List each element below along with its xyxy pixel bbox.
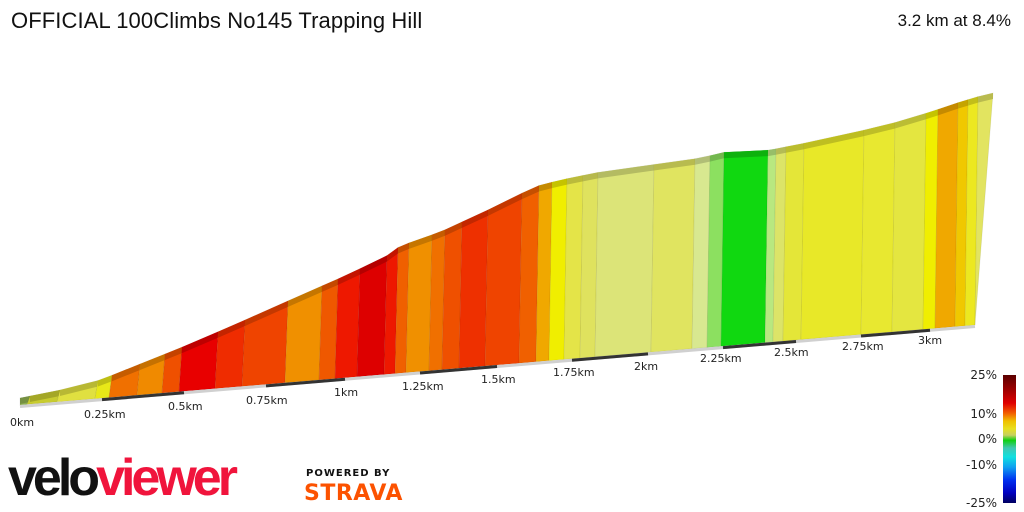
band-top-rim	[654, 158, 695, 171]
distance-tick-label: 0.25km	[84, 408, 126, 421]
gradient-band	[720, 149, 769, 347]
band-top-rim	[432, 229, 445, 241]
band-top-rim	[218, 320, 245, 338]
colorbar-label: 25%	[970, 368, 997, 382]
band-top-rim	[895, 113, 926, 129]
band-top-rim	[695, 155, 710, 165]
band-top-rim	[567, 175, 583, 185]
band-top-rim	[98, 375, 112, 387]
band-top-rim	[398, 242, 409, 254]
distance-tick-label: 0.75km	[246, 394, 288, 407]
gradient-band	[484, 192, 523, 367]
band-top-rim	[926, 109, 938, 120]
band-top-rim	[968, 96, 978, 106]
distance-tick-label: 1.25km	[402, 380, 444, 393]
colorbar-label: 10%	[970, 407, 997, 421]
distance-tick-label: 1km	[334, 386, 358, 399]
distance-tick-labels: 0km 0.25km 0.5km 0.75km 1km 1.25km 1.5km 1.75km…	[10, 334, 942, 429]
band-top-rim	[60, 380, 98, 396]
gradient-band	[891, 112, 927, 333]
chart-title: OFFICIAL 100Climbs No145 Trapping Hill	[11, 8, 423, 33]
distance-tick-label: 0.5km	[168, 400, 203, 413]
band-top-rim	[768, 148, 776, 157]
band-top-rim	[710, 152, 724, 162]
distance-axis	[19, 325, 976, 408]
distance-tick-label: 2.75km	[842, 340, 884, 353]
veloviewer-logo: veloviewer	[8, 449, 238, 507]
axis-scale-segment	[722, 339, 797, 350]
band-top-rim	[182, 331, 218, 354]
gradient-band	[974, 92, 994, 326]
colorbar-label: -10%	[965, 458, 997, 472]
band-top-rim	[409, 234, 432, 249]
band-top-rim	[958, 99, 968, 109]
band-top-rim	[724, 150, 768, 159]
band-top-rim	[938, 102, 958, 116]
band-top-rim	[30, 390, 60, 402]
band-top-rim	[112, 364, 140, 382]
band-top-rim	[978, 93, 993, 103]
band-top-rim	[864, 122, 895, 137]
band-top-rim	[539, 182, 552, 192]
distance-tick-label: 2.25km	[700, 352, 742, 365]
distance-tick-label: 2km	[634, 360, 658, 373]
gradient-band	[405, 234, 433, 374]
strava-logo: STRAVA	[304, 481, 403, 506]
axis-scale-segment	[265, 377, 346, 388]
gradient-band	[594, 163, 655, 358]
gradient-band	[860, 121, 896, 335]
gradient-band	[441, 221, 463, 371]
colorbar-label: 0%	[977, 432, 997, 446]
logo-velo: velo	[8, 449, 100, 507]
band-top-rim	[804, 130, 864, 150]
band-top-rim	[20, 396, 30, 404]
axis-scale-segment	[101, 391, 185, 402]
band-top-rim	[522, 185, 539, 200]
distance-tick-label: 2.5km	[774, 346, 809, 359]
gradient-colorbar	[1003, 375, 1016, 503]
band-top-rim	[583, 172, 598, 182]
distance-tick-label: 1.5km	[481, 373, 516, 386]
axis-scale-segment	[571, 352, 649, 362]
gradient-band	[458, 209, 489, 369]
distance-tick-label: 0km	[10, 416, 34, 429]
band-top-rim	[776, 146, 786, 155]
band-top-rim	[387, 247, 398, 262]
logo-viewer: viewer	[96, 449, 238, 507]
band-top-rim	[322, 278, 338, 292]
band-top-rim	[338, 268, 360, 285]
gradient-band	[334, 268, 361, 380]
band-top-rim	[598, 164, 654, 179]
powered-by-label: POWERED BY	[306, 468, 391, 479]
distance-tick-label: 3km	[918, 334, 942, 347]
gradient-band	[650, 158, 696, 353]
band-top-rim	[140, 354, 165, 370]
band-top-rim	[552, 178, 567, 189]
band-top-rim	[786, 143, 804, 153]
band-top-rim	[245, 300, 288, 326]
band-top-rim	[165, 347, 182, 360]
band-top-rim	[288, 285, 322, 307]
band-top-rim	[360, 255, 387, 275]
axis-scale-segment	[419, 365, 498, 375]
gradient-band	[934, 102, 959, 329]
band-top-rim	[488, 193, 522, 216]
gradient-band	[782, 142, 805, 342]
elevation-profile-chart: 0km 0.25km 0.5km 0.75km 1km 1.25km 1.5km 1.75km…	[10, 92, 994, 429]
gradient-band	[800, 129, 865, 341]
band-top-rim	[445, 221, 462, 236]
distance-tick-label: 1.75km	[553, 366, 595, 379]
gradient-bands	[19, 92, 994, 406]
colorbar-label: -25%	[965, 496, 997, 510]
climb-summary: 3.2 km at 8.4%	[897, 11, 1011, 30]
gradient-band	[518, 184, 540, 364]
axis-scale-segment	[860, 328, 931, 338]
band-top-rim	[462, 209, 488, 228]
